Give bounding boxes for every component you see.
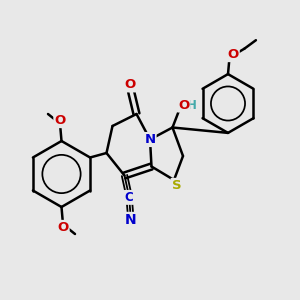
Text: N: N xyxy=(144,133,156,146)
Text: O: O xyxy=(124,78,135,92)
Text: O: O xyxy=(178,98,189,112)
Text: S: S xyxy=(172,179,181,192)
Text: N: N xyxy=(125,213,136,227)
Text: O: O xyxy=(227,48,239,61)
Text: C: C xyxy=(124,191,134,204)
Text: O: O xyxy=(57,221,69,234)
Text: O: O xyxy=(54,114,66,127)
Text: H: H xyxy=(187,98,197,112)
